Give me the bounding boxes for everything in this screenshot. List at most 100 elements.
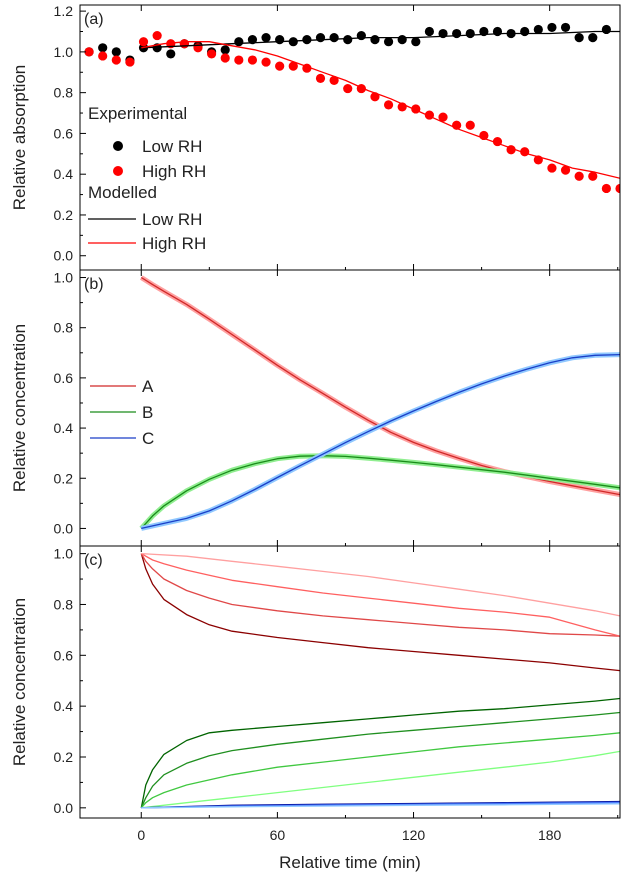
data-point [560,165,571,175]
y-tick-label: 0.0 [54,800,74,816]
series-line [140,711,620,809]
data-point [206,49,217,59]
y-axis-label: Relative concentration [10,598,29,766]
y-tick-label: 0.6 [54,125,74,141]
data-point [302,35,312,45]
y-tick-label: 1.0 [54,546,74,562]
panel-label: (c) [84,552,103,569]
data-point [288,61,298,71]
series-line [141,750,620,809]
data-point [492,26,503,37]
data-point [465,28,475,39]
series-line [140,553,620,637]
data-point [383,100,394,110]
x-tick-label: 0 [137,827,145,843]
legend-label: B [142,403,153,422]
data-point [84,47,94,57]
data-point [234,55,244,65]
legend-heading: Experimental [88,104,187,123]
data-point [315,73,326,83]
legend-label: High RH [142,234,206,253]
data-point [533,24,543,35]
data-point [261,57,271,67]
data-point [261,33,271,43]
series-line [140,276,620,496]
legend-marker [113,166,123,176]
data-point [166,49,176,59]
series-band [140,352,620,531]
data-point [574,171,584,181]
data-point [275,61,285,71]
data-point [397,35,407,45]
data-point [179,39,189,49]
data-point [111,47,121,57]
data-point [247,55,258,65]
data-point [220,45,230,55]
data-point [98,43,108,53]
legend-label: Low RH [142,137,202,156]
data-point [601,183,611,194]
y-tick-label: 0.8 [54,596,74,612]
data-point [343,35,353,45]
data-point [560,22,571,33]
series-line [140,697,620,808]
data-point [520,26,530,37]
series-line [141,552,620,617]
data-point [574,33,584,43]
data-point [370,35,380,45]
x-tick-label: 180 [538,827,562,843]
legend-marker [113,141,123,151]
x-tick-label: 60 [270,827,286,843]
data-point [547,22,557,33]
data-point [329,33,339,43]
y-tick-label: 0.4 [54,166,74,182]
y-tick-label: 0.4 [54,420,74,436]
y-tick-label: 0.8 [54,85,74,101]
data-point [220,53,230,63]
plot-frame [79,545,621,819]
y-tick-label: 0.4 [54,698,74,714]
data-point [275,35,285,45]
data-point [588,171,598,181]
y-tick-label: 0.8 [54,320,74,336]
data-point [411,37,421,47]
data-point [601,24,611,35]
data-point [588,33,598,43]
data-point [288,37,298,47]
legend-label: High RH [142,162,206,181]
plot-area [140,552,620,809]
series-line [140,553,620,637]
plot-area [139,275,620,531]
x-axis-label: Relative time (min) [279,853,421,872]
data-point [315,33,326,43]
y-axis-label: Relative concentration [10,324,29,492]
panel-c: 0.0 0.2 0.4 0.6 0.8 1.0 0 60 120 180 Relative conc… [10,545,621,872]
data-point [438,112,448,122]
y-tick-label: 0.6 [54,647,74,663]
data-point [125,57,135,67]
legend-heading: Modelled [88,183,157,202]
y-tick-label: 1.2 [54,3,74,19]
legend-label: A [142,377,154,396]
y-tick-label: 0.0 [54,248,74,264]
data-point [329,75,339,86]
data-point [452,28,462,39]
y-tick-label: 0.6 [54,370,74,386]
legend-label: C [142,429,154,448]
data-point [465,120,475,130]
data-point [111,55,121,65]
data-point [234,37,244,47]
series-line [140,732,620,809]
y-tick-label: 0.2 [54,207,74,223]
y-tick-label: 1.0 [54,44,74,60]
data-point [343,83,353,94]
panel-label: (a) [84,11,104,28]
series-line [141,803,620,809]
data-point [152,30,162,41]
data-point [383,37,394,47]
series-line [141,41,620,179]
legend-label: Low RH [142,210,202,229]
data-point [138,37,149,47]
